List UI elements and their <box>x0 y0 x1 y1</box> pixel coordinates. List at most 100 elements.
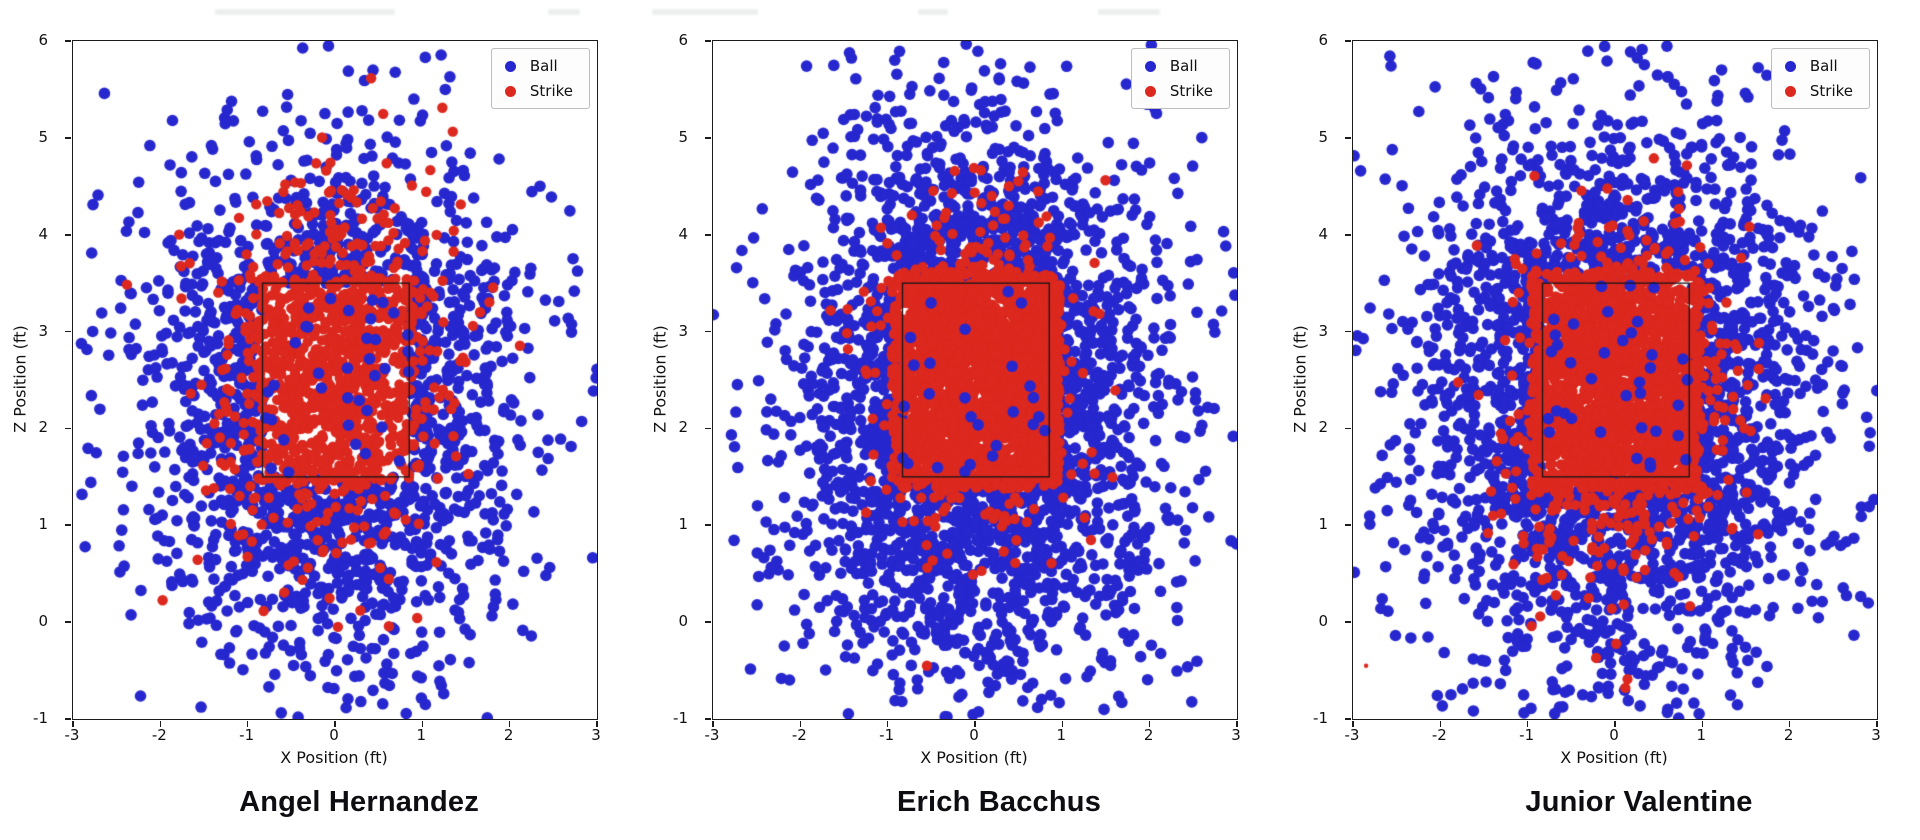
y-tick: 5 <box>678 127 688 146</box>
x-tick: 0 <box>1609 726 1619 744</box>
y-tick-mark <box>1345 427 1351 430</box>
strike-marker-icon <box>1144 85 1156 97</box>
x-tick-mark <box>72 721 74 727</box>
scatter-canvas <box>73 41 597 719</box>
legend-label: Strike <box>529 82 573 100</box>
legend-item-strike: Strike <box>1784 82 1853 100</box>
x-tick: 1 <box>1696 726 1707 744</box>
panel-angel-hernandez: Z Position (ft) -1 0 1 2 3 4 5 6 Ball Strike -3… <box>0 0 640 840</box>
y-tick-mark <box>705 40 711 42</box>
strike-marker-icon <box>1784 85 1796 97</box>
y-tick: 2 <box>678 418 688 437</box>
y-tick: -1 <box>33 709 48 727</box>
y-tick-mark <box>1345 330 1351 333</box>
y-tick: -1 <box>673 709 688 727</box>
y-tick-mark <box>705 718 711 720</box>
x-tick: 3 <box>1231 726 1241 744</box>
x-tick-labels: -3 -2 -1 0 1 2 3 <box>65 726 601 746</box>
y-tick-labels: -1 0 1 2 3 4 5 6 <box>0 31 64 727</box>
y-tick-mark <box>1345 233 1351 236</box>
x-tick: 1 <box>1056 726 1067 744</box>
x-tick-labels: -3 -2 -1 0 1 2 3 <box>705 726 1241 746</box>
y-tick-mark <box>705 427 711 430</box>
x-tick-mark <box>1788 721 1791 727</box>
y-tick-mark <box>65 40 71 42</box>
y-tick: 5 <box>38 127 48 146</box>
x-tick-mark <box>886 721 889 727</box>
x-tick-mark <box>1439 721 1442 727</box>
y-tick-labels: -1 0 1 2 3 4 5 6 <box>1280 31 1344 727</box>
x-tick-mark <box>1061 721 1064 727</box>
y-tick: 1 <box>38 515 48 534</box>
y-tick: 2 <box>1318 418 1328 437</box>
x-tick: 0 <box>329 726 339 744</box>
x-tick-mark <box>246 721 249 727</box>
x-tick: 1 <box>416 726 427 744</box>
x-tick-mark <box>1352 721 1354 727</box>
y-tick-mark <box>705 330 711 333</box>
x-tick-mark <box>334 721 336 727</box>
y-tick: 6 <box>38 31 48 49</box>
y-tick-mark <box>705 137 711 139</box>
y-tick-mark <box>1345 524 1351 527</box>
x-tick-mark <box>508 721 511 727</box>
legend-label: Ball <box>529 57 558 75</box>
y-tick: 3 <box>38 321 48 340</box>
y-tick-labels: -1 0 1 2 3 4 5 6 <box>640 31 704 727</box>
x-axis-label: X Position (ft) <box>920 748 1028 767</box>
x-tick-mark <box>974 721 976 727</box>
x-tick: -2 <box>151 726 167 744</box>
x-axis-label: X Position (ft) <box>1560 748 1668 767</box>
y-tick: 4 <box>678 224 688 243</box>
x-tick: -1 <box>1519 726 1535 744</box>
x-tick-mark <box>1614 721 1616 727</box>
panel-erich-bacchus: Z Position (ft) -1 0 1 2 3 4 5 6 Ball Strike -3… <box>640 0 1280 840</box>
x-tick-mark <box>1148 721 1151 727</box>
y-tick: 3 <box>1318 321 1328 340</box>
cropped-header-ghost <box>0 9 1920 17</box>
plot-area: Ball Strike <box>1345 40 1878 727</box>
x-tick-mark <box>1876 721 1878 727</box>
y-tick-mark <box>1345 621 1351 623</box>
x-tick: 3 <box>1871 726 1881 744</box>
ball-marker-icon <box>1784 60 1796 72</box>
y-tick: 0 <box>38 612 48 631</box>
y-tick: 4 <box>38 224 48 243</box>
y-tick-mark <box>1345 40 1351 42</box>
x-tick: 2 <box>1783 726 1794 744</box>
x-tick-mark <box>596 721 598 727</box>
y-tick-mark <box>1345 137 1351 139</box>
legend-item-strike: Strike <box>504 82 573 100</box>
legend: Ball Strike <box>1770 48 1870 109</box>
y-tick-mark <box>65 330 71 333</box>
legend-label: Strike <box>1809 82 1853 100</box>
x-tick-mark <box>1236 721 1238 727</box>
umpire-name: Erich Bacchus <box>896 786 1102 818</box>
legend-label: Ball <box>1809 57 1838 75</box>
y-tick: 6 <box>678 31 688 49</box>
y-tick: 5 <box>1318 127 1328 146</box>
y-tick-mark <box>65 621 71 623</box>
x-tick-mark <box>712 721 714 727</box>
panel-junior-valentine: Z Position (ft) -1 0 1 2 3 4 5 6 Ball Strike -3… <box>1280 0 1920 840</box>
x-tick-labels: -3 -2 -1 0 1 2 3 <box>1345 726 1881 746</box>
legend: Ball Strike <box>1130 48 1230 109</box>
plot-area: Ball Strike <box>65 40 598 727</box>
y-tick-mark <box>65 137 71 139</box>
y-tick: 6 <box>1318 31 1328 49</box>
y-tick: 3 <box>678 321 688 340</box>
x-tick-mark <box>1526 721 1529 727</box>
strike-marker-icon <box>504 85 516 97</box>
y-tick: -1 <box>1313 709 1328 727</box>
y-tick-mark <box>65 233 71 236</box>
legend-item-ball: Ball <box>504 57 573 75</box>
y-tick: 4 <box>1318 224 1328 243</box>
y-tick-mark <box>705 621 711 623</box>
legend-label: Ball <box>1169 57 1198 75</box>
x-tick-mark <box>421 721 424 727</box>
y-tick-mark <box>1345 718 1351 720</box>
y-tick: 1 <box>678 515 688 534</box>
y-tick-mark <box>65 524 71 527</box>
y-tick-mark <box>65 718 71 720</box>
